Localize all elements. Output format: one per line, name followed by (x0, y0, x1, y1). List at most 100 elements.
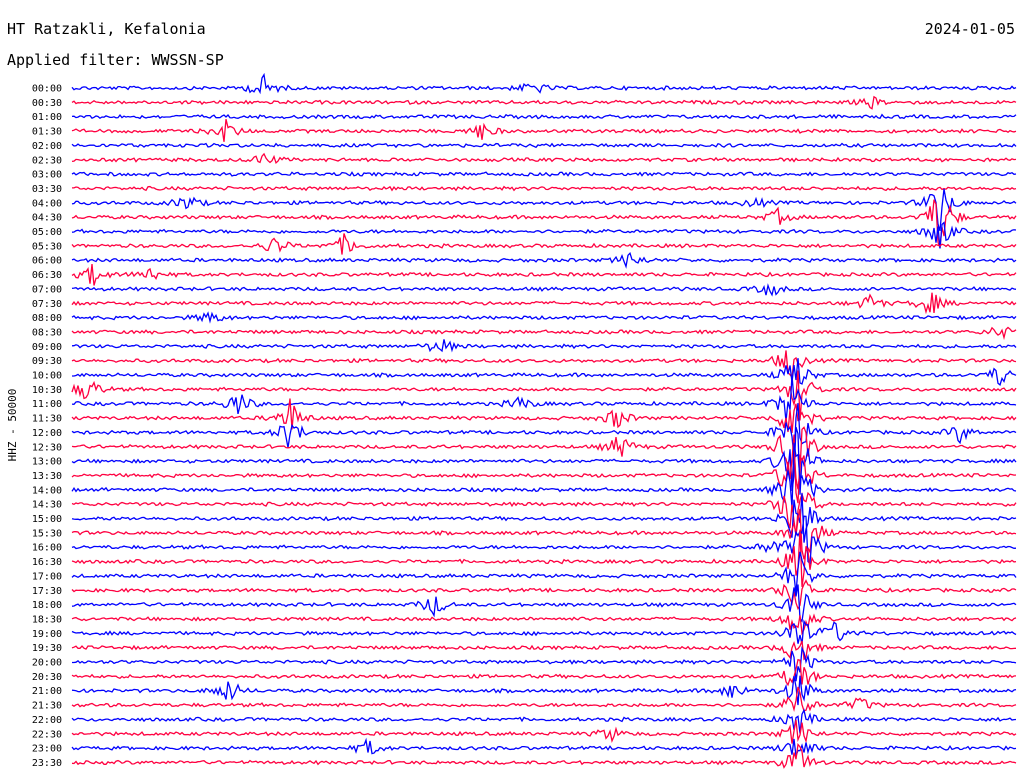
trace-1000 (72, 358, 1017, 387)
time-labels: 00:00 00:30 01:00 01:30 02:00 02:30 03:00 03:30… (32, 84, 62, 769)
trace-0330 (72, 185, 1017, 192)
time-label-0800: 08:00 (32, 313, 62, 324)
trace-0930 (71, 350, 1017, 379)
trace-0800 (71, 311, 1017, 324)
trace-2230 (71, 719, 1017, 744)
time-label-0400: 04:00 (32, 198, 62, 209)
trace-1230 (71, 426, 1017, 490)
time-label-2300: 23:00 (32, 744, 62, 755)
time-label-1400: 14:00 (32, 485, 62, 496)
trace-lines (71, 72, 1017, 769)
trace-1600 (71, 515, 1017, 565)
time-label-0830: 08:30 (32, 327, 62, 338)
trace-1900 (71, 619, 1017, 645)
time-label-0700: 07:00 (32, 284, 62, 295)
trace-0400 (71, 188, 1017, 232)
trace-2330 (71, 742, 1017, 769)
time-label-1500: 15:00 (32, 514, 62, 525)
trace-2100 (71, 675, 1017, 706)
trace-1300 (71, 426, 1017, 495)
time-label-1530: 15:30 (32, 528, 62, 539)
trace-1430 (71, 491, 1017, 536)
trace-1200 (71, 403, 1017, 459)
station-name: HT Ratzakli, Kefalonia (7, 20, 206, 38)
time-label-0930: 09:30 (32, 356, 62, 367)
trace-0900 (71, 339, 1017, 353)
time-label-0900: 09:00 (32, 342, 62, 353)
time-label-0530: 05:30 (32, 241, 62, 252)
trace-0230 (71, 152, 1017, 165)
trace-0730 (71, 292, 1017, 315)
trace-2300 (71, 737, 1017, 757)
time-label-0500: 05:00 (32, 227, 62, 238)
time-label-1900: 19:00 (32, 629, 62, 640)
time-label-0430: 04:30 (32, 213, 62, 224)
time-label-2200: 22:00 (32, 715, 62, 726)
trace-0300 (71, 171, 1017, 177)
trace-0200 (71, 142, 1017, 149)
trace-1730 (71, 579, 1017, 611)
time-label-2330: 23:30 (32, 758, 62, 769)
time-label-1230: 12:30 (32, 442, 62, 453)
trace-1530 (71, 508, 1017, 560)
trace-1500 (71, 492, 1017, 543)
trace-0130 (71, 119, 1017, 142)
time-label-0030: 00:30 (32, 98, 62, 109)
time-label-1200: 12:00 (32, 428, 62, 439)
time-label-1600: 16:00 (32, 543, 62, 554)
trace-2000 (72, 645, 1017, 682)
trace-1400 (71, 442, 1017, 509)
trace-1100 (71, 375, 1017, 422)
time-label-1700: 17:00 (32, 571, 62, 582)
time-label-1330: 13:30 (32, 471, 62, 482)
trace-2200 (71, 708, 1017, 734)
header-left: HT Ratzakli, Kefalonia Applied filter: W… (7, 20, 224, 82)
trace-1330 (71, 434, 1017, 504)
time-label-0730: 07:30 (32, 299, 62, 310)
time-label-0100: 01:00 (32, 112, 62, 123)
trace-2030 (71, 658, 1017, 687)
time-label-0130: 01:30 (32, 127, 62, 138)
trace-1930 (71, 640, 1017, 661)
trace-0600 (71, 251, 1017, 269)
time-label-1300: 13:00 (32, 457, 62, 468)
trace-1830 (71, 613, 1017, 636)
trace-0530 (71, 233, 1017, 255)
trace-0430 (71, 199, 1017, 248)
trace-0500 (71, 221, 1017, 249)
trace-2130 (71, 686, 1017, 712)
time-label-0600: 06:00 (32, 256, 62, 267)
time-label-0330: 03:30 (32, 184, 62, 195)
time-label-2100: 21:00 (32, 686, 62, 697)
filter-label: Applied filter: WWSSN-SP (7, 51, 224, 69)
trace-1130 (71, 398, 1017, 434)
time-label-1430: 14:30 (32, 500, 62, 511)
time-label-2000: 20:00 (32, 658, 62, 669)
time-label-1730: 17:30 (32, 586, 62, 597)
time-label-2230: 22:30 (32, 729, 62, 740)
time-label-0300: 03:00 (32, 170, 62, 181)
time-label-1000: 10:00 (32, 371, 62, 382)
trace-1700 (71, 551, 1017, 594)
time-label-0230: 02:30 (32, 155, 62, 166)
time-label-1030: 10:30 (32, 385, 62, 396)
time-label-0630: 06:30 (32, 270, 62, 281)
time-label-1830: 18:30 (32, 614, 62, 625)
time-label-2030: 20:30 (32, 672, 62, 683)
time-label-1930: 19:30 (32, 643, 62, 654)
time-label-0000: 00:00 (32, 84, 62, 95)
trace-0830 (71, 326, 1017, 341)
time-label-2130: 21:30 (32, 701, 62, 712)
trace-0030 (71, 95, 1017, 110)
time-label-1130: 11:30 (32, 414, 62, 425)
time-label-1100: 11:00 (32, 399, 62, 410)
time-label-1630: 16:30 (32, 557, 62, 568)
trace-0630 (71, 264, 1017, 286)
time-label-0200: 02:00 (32, 141, 62, 152)
trace-0700 (71, 283, 1017, 297)
trace-1630 (71, 529, 1017, 587)
trace-0000 (71, 72, 1017, 95)
trace-1800 (71, 584, 1017, 623)
trace-0100 (71, 113, 1017, 120)
